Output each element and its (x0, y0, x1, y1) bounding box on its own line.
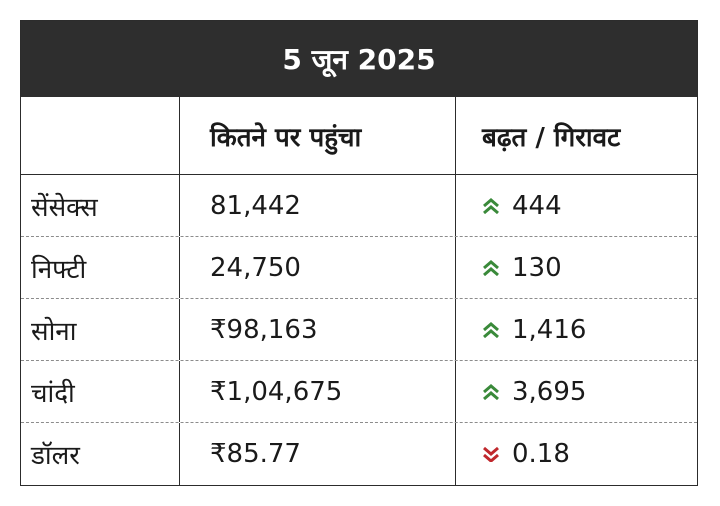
table-row: सेंसेक्स 81,442 444 (21, 175, 697, 237)
row-name: सेंसेक्स (31, 192, 98, 223)
date-banner: 5 जून 2025 (21, 21, 697, 97)
row-value: ₹98,163 (179, 299, 455, 360)
market-summary-card: 5 जून 2025 कितने पर पहुंचा बढ़त / गिरावट… (20, 20, 698, 486)
market-table: कितने पर पहुंचा बढ़त / गिरावट सेंसेक्स 8… (21, 97, 697, 485)
chevron-double-up-icon (482, 383, 500, 400)
row-change: 130 (512, 252, 562, 283)
table-row: सोना ₹98,163 1,416 (21, 299, 697, 361)
date-title: 5 जून 2025 (282, 43, 436, 76)
table-row: निफ्टी 24,750 130 (21, 237, 697, 299)
header-value: कितने पर पहुंचा (179, 97, 455, 174)
table-header-row: कितने पर पहुंचा बढ़त / गिरावट (21, 97, 697, 175)
header-change: बढ़त / गिरावट (455, 97, 697, 174)
row-name: डॉलर (31, 441, 80, 471)
row-change: 0.18 (512, 439, 570, 469)
row-change-cell: 3,695 (455, 361, 697, 422)
table-row: डॉलर ₹85.77 0.18 (21, 423, 697, 485)
row-name: सोना (31, 316, 77, 347)
chevron-double-up-icon (482, 259, 500, 276)
row-change: 444 (512, 190, 562, 221)
row-value: ₹85.77 (179, 423, 455, 485)
row-change-cell: 130 (455, 237, 697, 298)
chevron-double-down-icon (482, 446, 500, 462)
row-value: ₹1,04,675 (179, 361, 455, 422)
row-value: 24,750 (179, 237, 455, 298)
chevron-double-up-icon (482, 321, 500, 338)
table-row: चांदी ₹1,04,675 3,695 (21, 361, 697, 423)
row-change: 3,695 (512, 376, 587, 407)
row-change-cell: 0.18 (455, 423, 697, 485)
row-change-cell: 1,416 (455, 299, 697, 360)
row-name: चांदी (31, 378, 75, 409)
chevron-double-up-icon (482, 197, 500, 214)
row-name: निफ्टी (31, 254, 87, 285)
header-name (21, 97, 179, 174)
row-change-cell: 444 (455, 175, 697, 236)
row-value: 81,442 (179, 175, 455, 236)
row-change: 1,416 (512, 314, 587, 345)
